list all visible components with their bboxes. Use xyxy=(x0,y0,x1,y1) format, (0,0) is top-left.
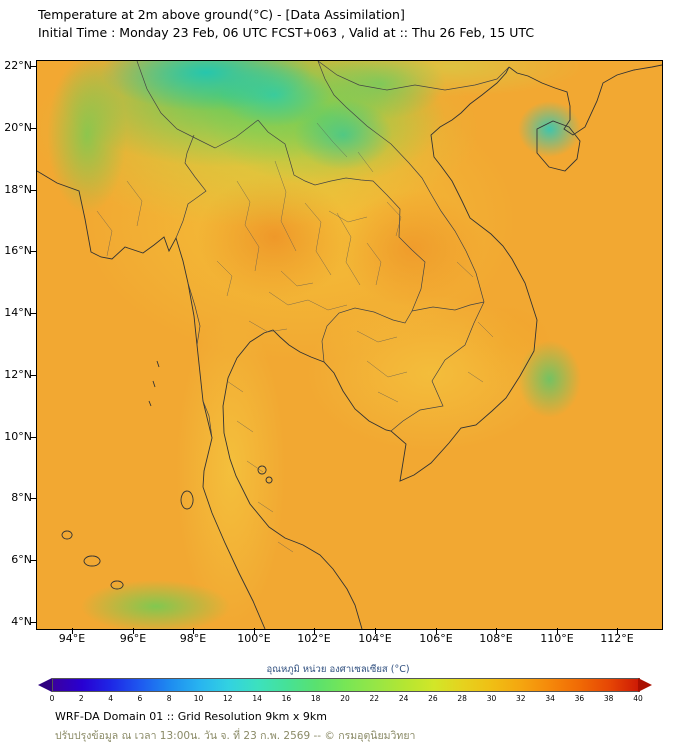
lon-tick-mark xyxy=(617,628,618,634)
lat-tick-label: 18°N xyxy=(4,183,32,196)
lon-tick-label: 98°E xyxy=(179,632,207,645)
colorbar-tick: 6 xyxy=(137,694,143,703)
lon-tick-label: 100°E xyxy=(237,632,271,645)
colorbar-tick-labels: 0 2 4 6 8 10 12 14 16 18 20 22 24 26 28 … xyxy=(49,694,643,706)
lat-tick-label: 8°N xyxy=(11,491,32,504)
colorbar-left-arrow xyxy=(38,678,52,692)
colorbar-tick: 14 xyxy=(252,694,262,703)
lat-tick-mark xyxy=(30,128,36,129)
lon-tick-mark xyxy=(314,628,315,634)
colorbar-tick: 12 xyxy=(223,694,233,703)
lon-tick-mark xyxy=(72,628,73,634)
lon-tick-label: 112°E xyxy=(600,632,634,645)
colorbar-tick: 38 xyxy=(603,694,614,703)
lon-tick-label: 106°E xyxy=(419,632,453,645)
lat-tick-label: 4°N xyxy=(11,615,32,628)
colorbar-tick: 16 xyxy=(281,694,292,703)
lon-tick-mark xyxy=(133,628,134,634)
colorbar-right-arrow xyxy=(638,678,652,692)
lon-tick-mark xyxy=(193,628,194,634)
national-border-paths xyxy=(136,61,510,439)
colorbar-tick: 36 xyxy=(574,694,585,703)
colorbar-gradient xyxy=(52,678,640,692)
lon-tick-label: 96°E xyxy=(119,632,147,645)
colorbar-tick: 32 xyxy=(516,694,526,703)
geography-boundaries xyxy=(37,61,662,629)
lat-tick-mark xyxy=(30,437,36,438)
lat-tick-mark xyxy=(30,313,36,314)
lat-tick-label: 16°N xyxy=(4,244,32,257)
colorbar-tick: 2 xyxy=(78,694,84,703)
lat-tick-mark xyxy=(30,498,36,499)
colorbar-tick: 40 xyxy=(633,694,643,703)
colorbar-tick: 8 xyxy=(166,694,172,703)
colorbar-tick: 30 xyxy=(486,694,497,703)
colorbar-tick: 10 xyxy=(193,694,204,703)
map-area xyxy=(36,60,663,630)
lon-tick-label: 108°E xyxy=(479,632,513,645)
lat-tick-mark xyxy=(30,190,36,191)
coastline-paths xyxy=(37,64,662,629)
lat-tick-label: 6°N xyxy=(11,553,32,566)
footer-model-info: WRF-DA Domain 01 :: Grid Resolution 9km … xyxy=(55,710,327,723)
lon-tick-mark xyxy=(254,628,255,634)
lon-tick-label: 94°E xyxy=(58,632,86,645)
colorbar-title: อุณหภูมิ หน่วย องศาเซลเซียส (°C) xyxy=(266,664,410,675)
lat-tick-mark xyxy=(30,251,36,252)
colorbar-tick: 26 xyxy=(428,694,438,703)
lat-tick-mark xyxy=(30,622,36,623)
lon-tick-mark xyxy=(375,628,376,634)
lat-tick-label: 12°N xyxy=(4,368,32,381)
lat-tick-mark xyxy=(30,560,36,561)
lon-tick-mark xyxy=(496,628,497,634)
colorbar-tick: 22 xyxy=(369,694,380,703)
lat-tick-mark xyxy=(30,375,36,376)
lat-tick-mark xyxy=(30,66,36,67)
lon-tick-label: 102°E xyxy=(297,632,331,645)
footer-update-info: ปรับปรุงข้อมูล ณ เวลา 13:00น. วัน จ. ที่… xyxy=(55,730,416,742)
colorbar-tick: 34 xyxy=(545,694,555,703)
province-boundary-paths xyxy=(96,122,494,553)
lon-tick-label: 104°E xyxy=(358,632,392,645)
colorbar-tick: 28 xyxy=(457,694,467,703)
lat-tick-label: 20°N xyxy=(4,121,32,134)
colorbar-tick: 4 xyxy=(108,694,113,703)
lon-tick-mark xyxy=(557,628,558,634)
colorbar-tick: 20 xyxy=(340,694,350,703)
lon-tick-mark xyxy=(436,628,437,634)
colorbar-tick: 24 xyxy=(398,694,409,703)
temperature-heatmap-field xyxy=(37,61,662,629)
chart-title: Temperature at 2m above ground(°C) - [Da… xyxy=(38,7,405,22)
lat-tick-label: 14°N xyxy=(4,306,32,319)
chart-subtitle: Initial Time : Monday 23 Feb, 06 UTC FCS… xyxy=(38,25,535,40)
colorbar-tick: 0 xyxy=(49,694,55,703)
colorbar-tick: 18 xyxy=(310,694,321,703)
lat-tick-label: 10°N xyxy=(4,430,32,443)
lon-tick-label: 110°E xyxy=(540,632,574,645)
lat-tick-label: 22°N xyxy=(4,59,32,72)
